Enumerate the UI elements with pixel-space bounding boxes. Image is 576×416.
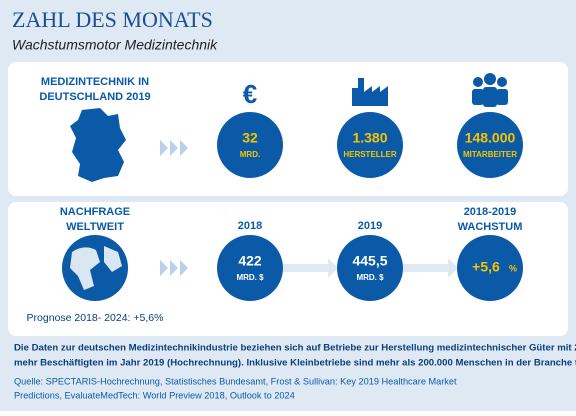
- footer-text: Die Daten zur deutschen Medizintechnikin…: [14, 343, 576, 354]
- stat-unit: %: [509, 263, 517, 273]
- stat-circle: [217, 235, 283, 301]
- arrows: [283, 258, 458, 278]
- germany-map: [70, 108, 126, 182]
- section-label: DEUTSCHLAND 2019: [39, 91, 150, 103]
- stat-value: +5,6: [472, 259, 500, 275]
- year-label: WACHSTUM: [458, 221, 523, 233]
- section-label: WELTWEIT: [66, 221, 124, 233]
- section-label: MEDIZINTECHNIK IN: [41, 76, 149, 88]
- factory-icon: [352, 78, 388, 106]
- globe-land: [70, 246, 122, 290]
- stat-unit: MITARBEITER: [463, 150, 517, 159]
- stat-value: 148.000: [465, 130, 516, 146]
- year-label: 2019: [358, 220, 382, 232]
- title: ZAHL DES MONATS: [12, 7, 213, 32]
- footer-text: mehr Beschäftigten im Jahr 2019 (Hochrec…: [14, 358, 576, 369]
- section-label: NACHFRAGE: [60, 206, 130, 218]
- stat-value: 422: [238, 253, 262, 269]
- stat-unit: MRD.: [240, 150, 260, 159]
- euro-icon: €: [243, 79, 257, 109]
- stat-unit: HERSTELLER: [343, 150, 397, 159]
- stat-value: 445,5: [352, 253, 387, 269]
- forecast-note: Prognose 2018- 2024: +5,6%: [27, 312, 164, 324]
- source-text: Predictions, EvaluateMedTech: World Prev…: [14, 390, 295, 400]
- year-label: 2018: [238, 220, 262, 232]
- stat-value: 32: [242, 130, 258, 146]
- stat-unit: MRD. $: [236, 273, 264, 282]
- stat-circle: [217, 112, 283, 178]
- subtitle: Wachstumsmotor Medizintechnik: [12, 37, 218, 53]
- people-icon: [472, 73, 508, 107]
- stat-circle: [457, 235, 523, 301]
- stat-circle: [337, 235, 403, 301]
- source-text: Quelle: SPECTARIS-Hochrechnung, Statisti…: [14, 376, 457, 386]
- stat-unit: MRD. $: [356, 273, 384, 282]
- chevrons: [160, 140, 188, 276]
- stat-circle: [337, 112, 403, 178]
- panel: [8, 62, 568, 196]
- stat-value: 1.380: [352, 130, 387, 146]
- stat-circle: [457, 112, 523, 178]
- year-label: 2018-2019: [464, 206, 517, 218]
